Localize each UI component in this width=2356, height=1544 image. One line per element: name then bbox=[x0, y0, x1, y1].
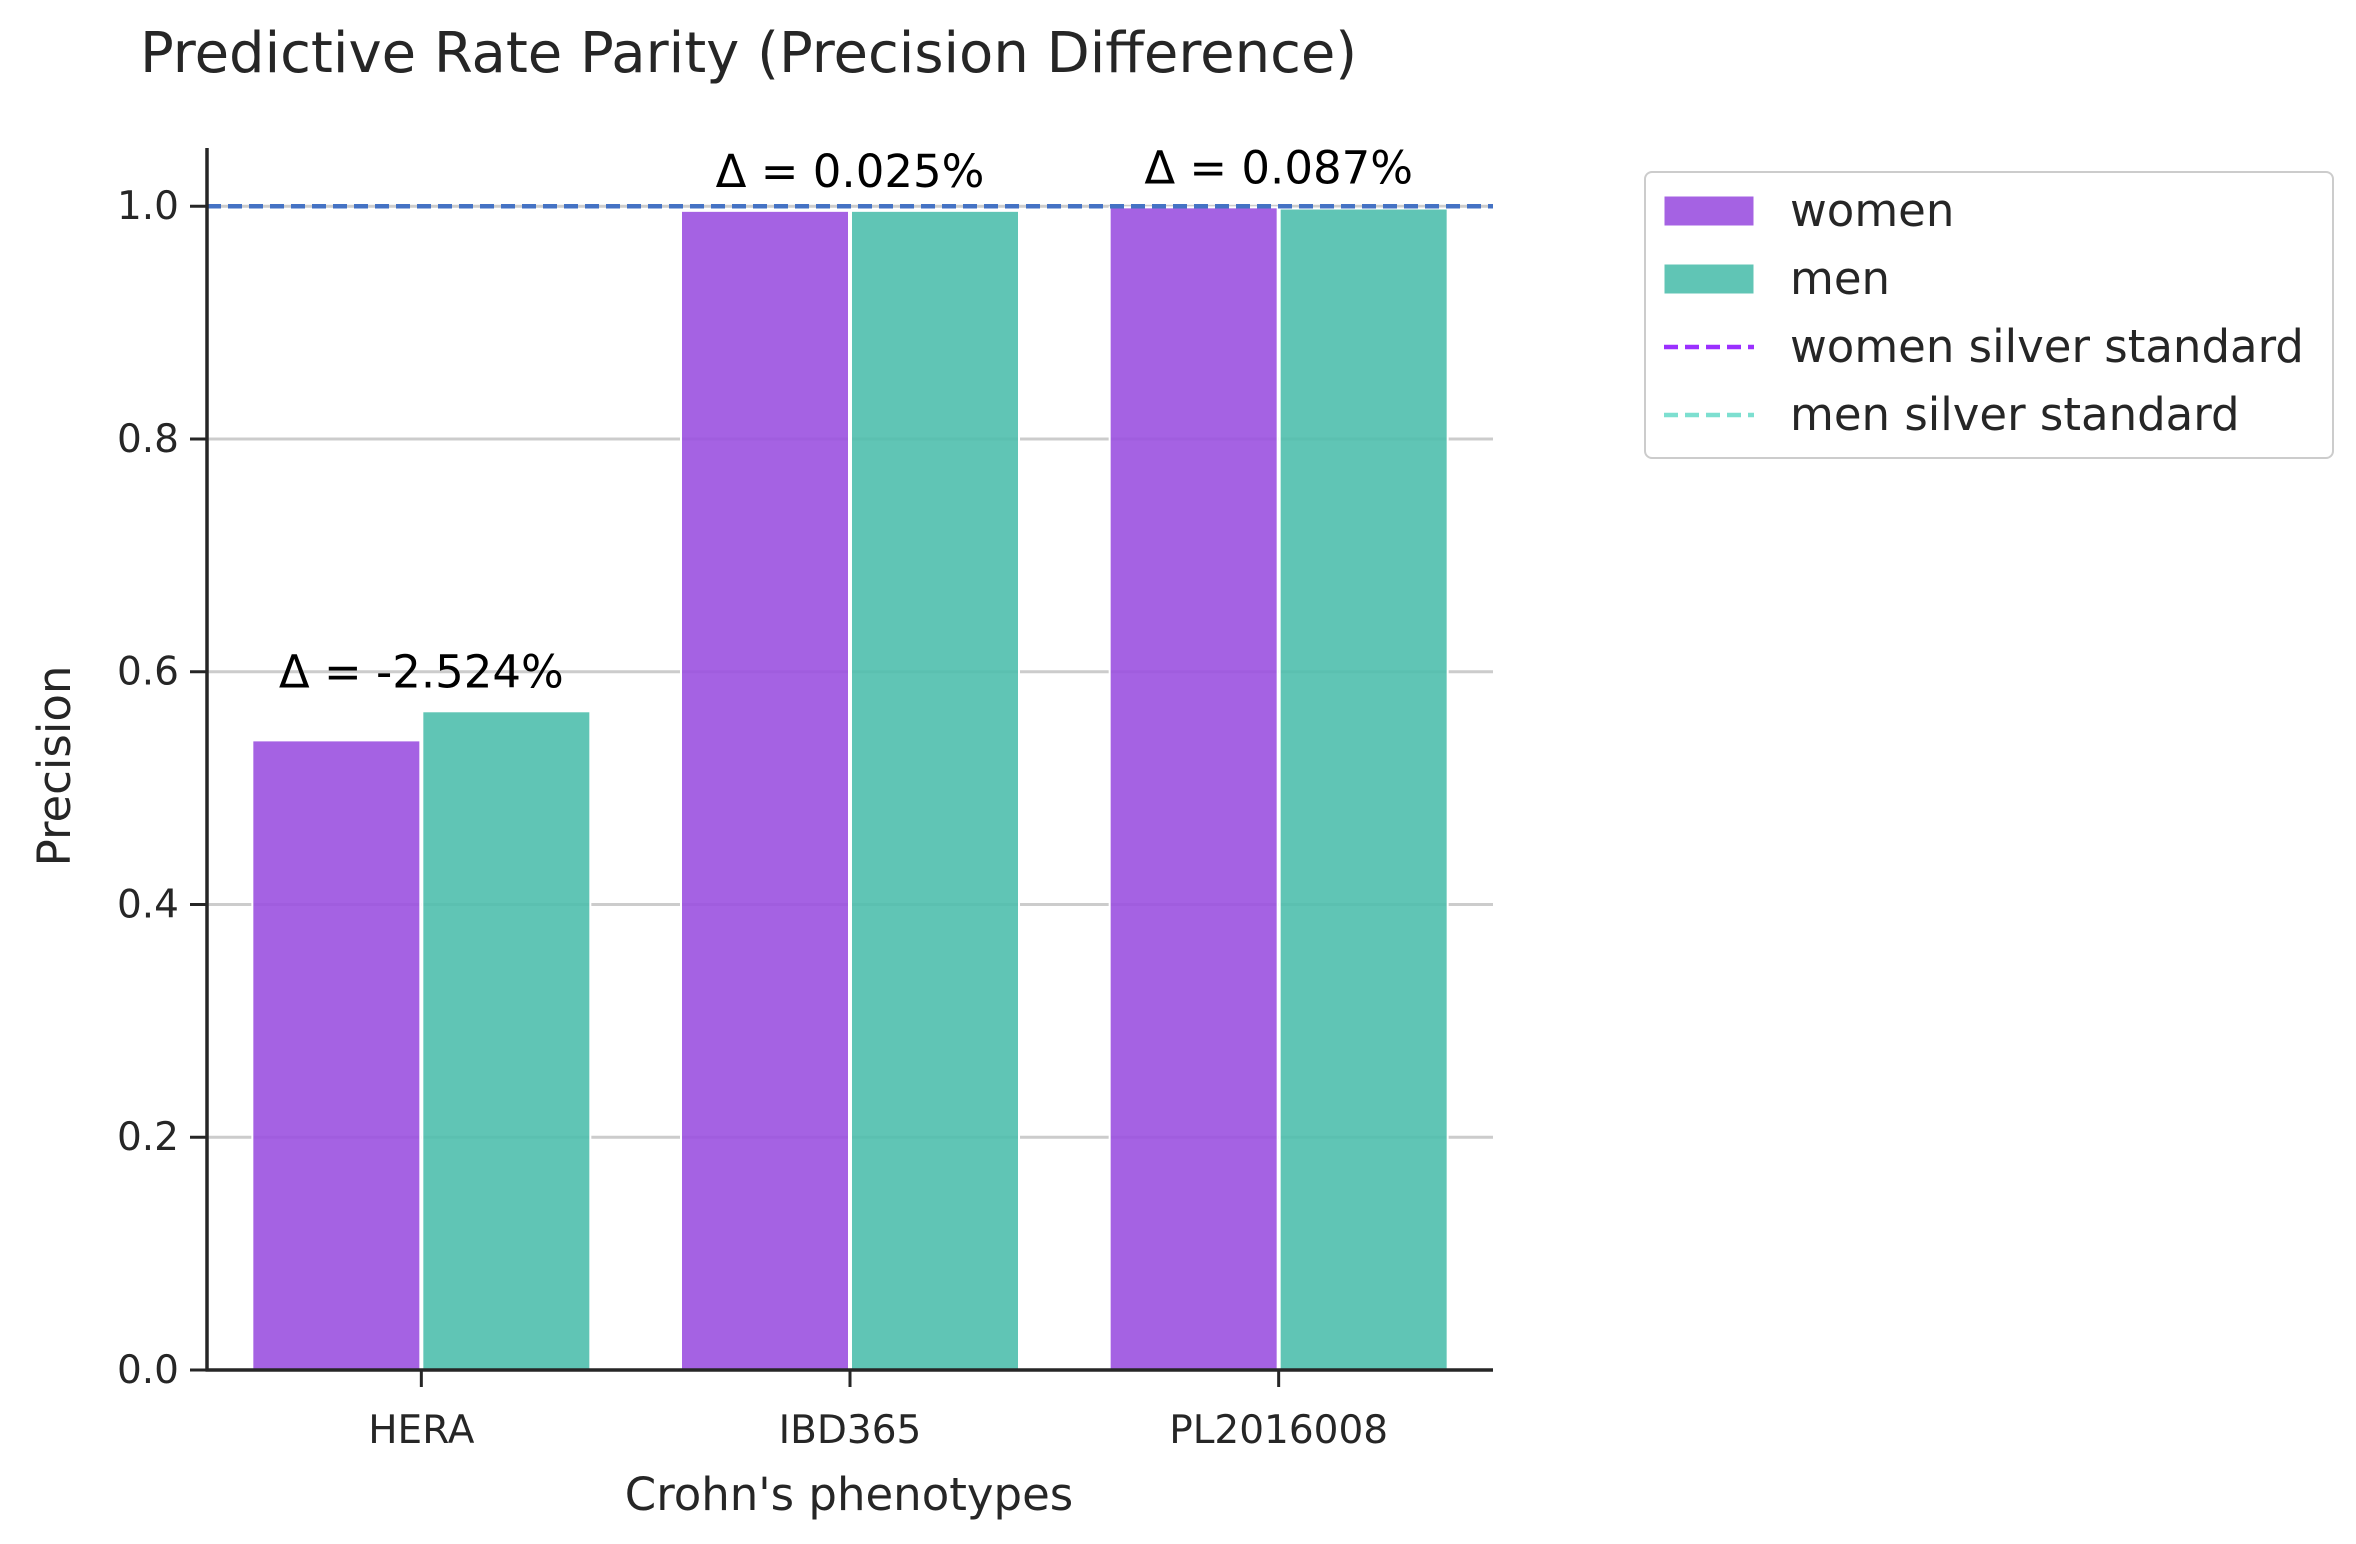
x-axis-label: Crohn's phenotypes bbox=[625, 1468, 1073, 1521]
annotation-delta: Δ = 0.025% bbox=[716, 145, 985, 198]
x-tick-label: HERA bbox=[368, 1408, 474, 1453]
bar-men-hera bbox=[421, 710, 592, 1371]
y-tick-label: 0.0 bbox=[117, 1348, 179, 1393]
bar-men-ibd365 bbox=[850, 209, 1020, 1372]
legend-label: men silver standard bbox=[1790, 388, 2240, 441]
legend-label: men bbox=[1790, 252, 1890, 305]
legend-swatch-women bbox=[1663, 195, 1755, 227]
legend: women men women silver standard men silver … bbox=[1644, 171, 2334, 459]
y-axis-label: Precision bbox=[28, 666, 81, 867]
x-tick-label: PL2016008 bbox=[1169, 1408, 1388, 1453]
bar-women-ibd365 bbox=[680, 209, 850, 1372]
legend-label: women bbox=[1790, 184, 1954, 237]
bar-women-hera bbox=[251, 739, 422, 1371]
x-tick-label: IBD365 bbox=[779, 1408, 922, 1453]
bar-men-pl2016008 bbox=[1278, 207, 1449, 1372]
axes: 0.0 0.2 0.4 0.6 0.8 1.0 HERA IBD365 PL2016008 bbox=[117, 148, 1493, 1453]
legend-swatch-men bbox=[1663, 263, 1755, 295]
bars bbox=[251, 206, 1449, 1372]
legend-frame bbox=[1644, 171, 2334, 459]
bar-women-pl2016008 bbox=[1108, 206, 1279, 1372]
y-tick-label: 0.8 bbox=[117, 417, 179, 462]
y-tick-label: 1.0 bbox=[117, 184, 179, 229]
annotations: Δ = -2.524% Δ = 0.025% Δ = 0.087% bbox=[279, 141, 1413, 698]
y-tick-label: 0.6 bbox=[117, 650, 179, 695]
legend-label: women silver standard bbox=[1790, 320, 2304, 373]
y-tick-label: 0.4 bbox=[117, 882, 179, 927]
chart-title: Predictive Rate Parity (Precision Differ… bbox=[140, 21, 1357, 86]
annotation-delta: Δ = -2.524% bbox=[279, 645, 564, 698]
y-tick-label: 0.2 bbox=[117, 1115, 179, 1160]
annotation-delta: Δ = 0.087% bbox=[1144, 141, 1413, 194]
